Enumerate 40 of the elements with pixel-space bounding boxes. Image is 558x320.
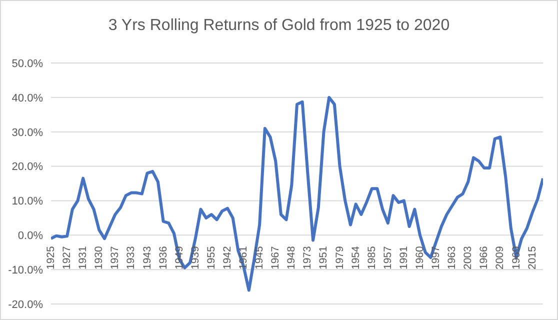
x-tick-label: 1931 <box>77 246 90 270</box>
x-tick-label: 1942 <box>221 246 234 270</box>
x-tick-label: 1954 <box>350 246 362 270</box>
y-tick-label: 10.0% <box>12 196 44 208</box>
x-tick-label: 2015 <box>526 246 538 270</box>
x-tick-label: 1961 <box>238 246 250 270</box>
x-tick-label: 1955 <box>205 246 218 270</box>
x-tick-label: 1927 <box>61 246 74 270</box>
x-tick-label: 1966 <box>478 246 490 270</box>
y-tick-label: -10.0% <box>8 264 44 276</box>
x-tick-label: 1967 <box>270 246 282 270</box>
x-tick-label: 1960 <box>414 246 426 270</box>
x-tick-label: 1979 <box>334 246 346 270</box>
x-tick-label: 1943 <box>141 246 154 270</box>
x-tick-label: 1925 <box>45 246 57 270</box>
x-tick-label: 1949 <box>173 246 186 270</box>
x-tick-label: 1997 <box>430 246 442 270</box>
y-tick-label: 0.0% <box>18 230 44 242</box>
y-tick-label: 30.0% <box>12 126 44 139</box>
x-tick-label: 1991 <box>398 246 410 270</box>
x-tick-label: 1985 <box>366 246 378 270</box>
y-tick-label: -20.0% <box>8 298 44 311</box>
y-tick-label: 20.0% <box>12 161 44 174</box>
x-tick-label: 1939 <box>189 246 202 270</box>
x-tick-label: 1963 <box>446 246 458 270</box>
x-tick-label: 1973 <box>302 246 314 270</box>
x-tick-label: 1948 <box>286 246 298 270</box>
chart-title: 3 Yrs Rolling Returns of Gold from 1925 to 2020 <box>107 17 451 35</box>
x-tick-label: 1957 <box>382 246 394 270</box>
x-tick-label: 2009 <box>494 246 506 270</box>
x-tick-label: 1930 <box>93 246 106 270</box>
y-tick-label: 40.0% <box>12 92 44 104</box>
x-tick-label: 1936 <box>157 246 170 270</box>
x-tick-label: 1969 <box>510 246 522 270</box>
x-tick-label: 1937 <box>109 246 122 270</box>
x-tick-label: 1933 <box>125 246 138 270</box>
x-tick-label: 2003 <box>462 246 474 270</box>
x-tick-label: 1945 <box>254 246 266 270</box>
y-tick-label: 50.0% <box>12 58 44 70</box>
x-tick-label: 1951 <box>318 246 330 270</box>
